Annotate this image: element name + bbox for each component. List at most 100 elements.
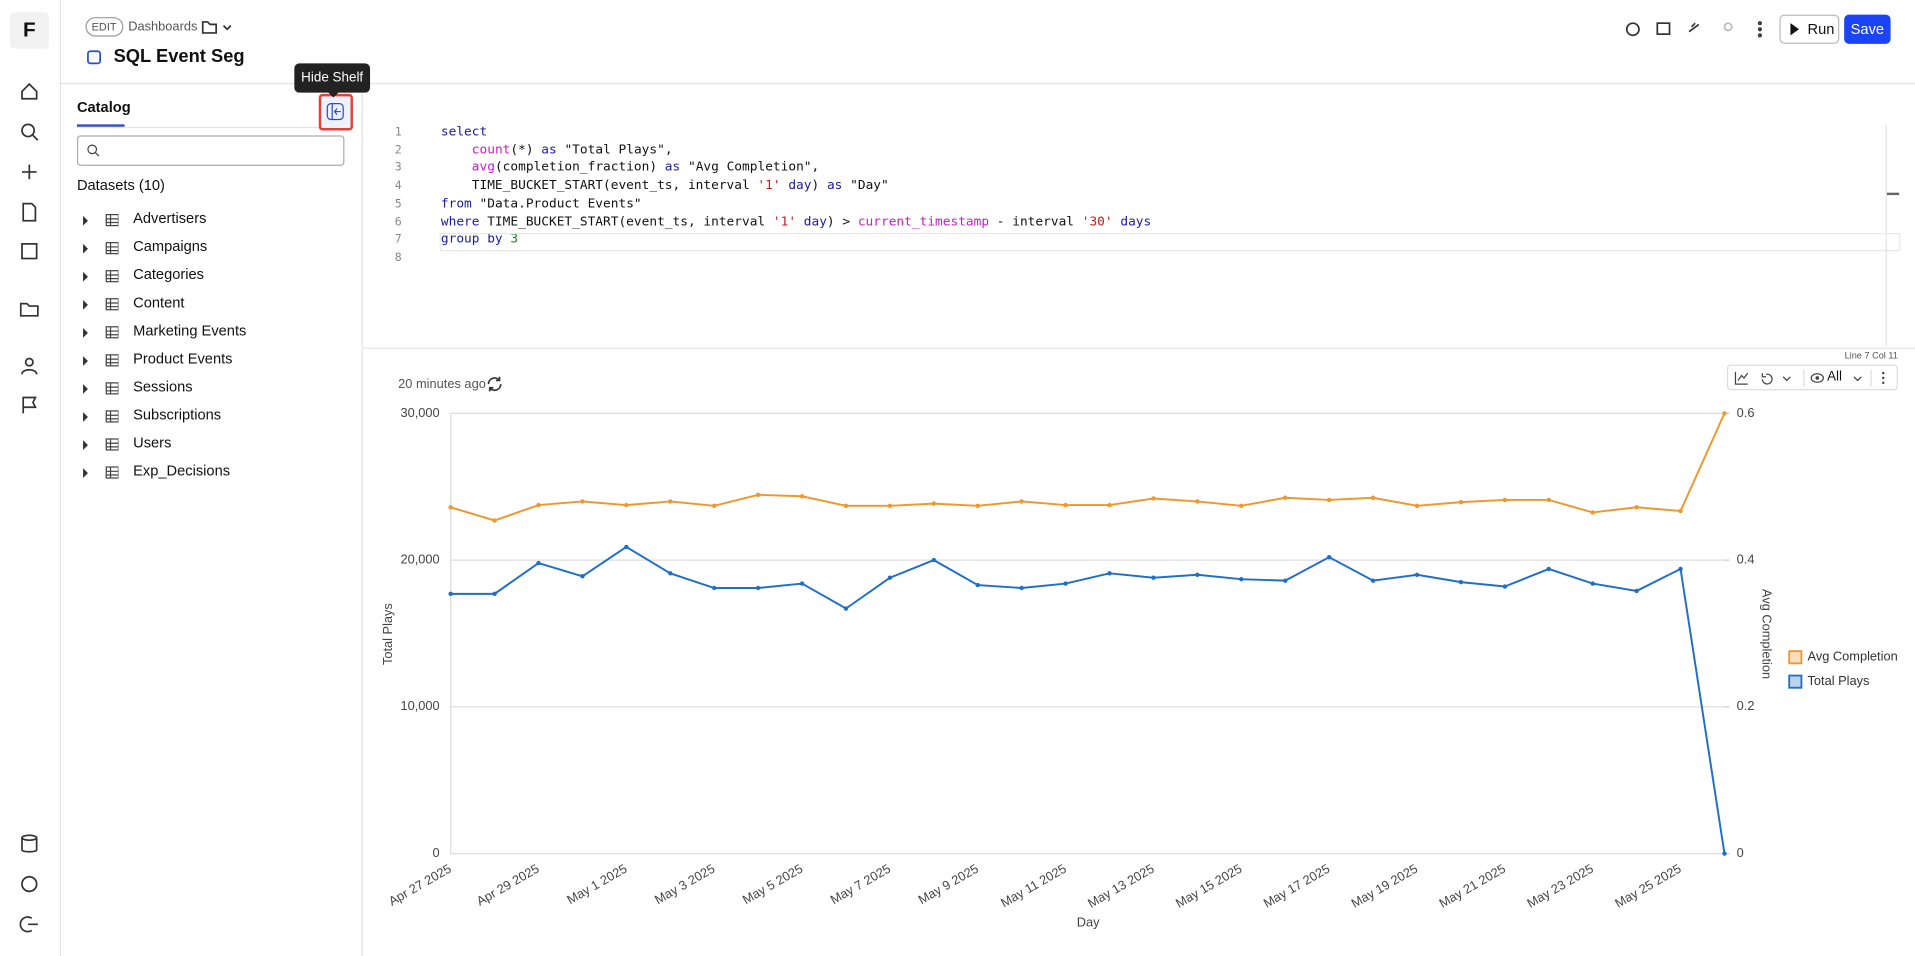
shelf-divider <box>361 82 363 956</box>
series-line <box>450 545 1726 854</box>
data-point <box>1326 497 1332 503</box>
y-tick-label: 30,000 <box>400 405 439 420</box>
logout-icon[interactable] <box>19 915 40 935</box>
y2-tick-label: 0.2 <box>1737 698 1755 713</box>
line-number: 2 <box>394 143 402 157</box>
x-tick-label: Apr 29 2025 <box>474 861 542 909</box>
toolbar-icons <box>1734 369 1805 387</box>
code-token: from <box>440 196 472 211</box>
code-token: ) > <box>826 214 858 229</box>
chart-toolbar[interactable]: All <box>1726 364 1898 391</box>
x-tick-label: May 7 2025 <box>828 861 893 907</box>
tab-divider <box>76 126 345 129</box>
user-icon[interactable] <box>20 356 40 376</box>
data-point <box>624 502 629 508</box>
tooltip-arrow <box>327 91 340 98</box>
dataset-row[interactable]: Campaigns <box>76 237 345 259</box>
data-point <box>843 503 849 509</box>
data-point <box>931 557 937 563</box>
data-point <box>1502 497 1508 503</box>
edit-badge: EDIT <box>85 17 123 37</box>
data-point <box>755 585 761 591</box>
datasets-heading: Datasets (10) <box>76 176 165 194</box>
data-point <box>799 494 805 499</box>
logo[interactable]: F <box>9 12 49 49</box>
search-box[interactable] <box>76 135 345 166</box>
dataset-row[interactable]: Users <box>76 433 345 455</box>
x-tick-label: May 15 2025 <box>1173 861 1245 911</box>
board-icon[interactable] <box>20 241 40 261</box>
row-icons <box>83 438 119 451</box>
catalog-tab[interactable]: Catalog <box>76 98 131 116</box>
row-icons <box>83 214 119 227</box>
flag-icon[interactable] <box>20 395 40 415</box>
dataset-row[interactable]: Advertisers <box>76 209 345 231</box>
dataset-row[interactable]: Sessions <box>76 377 345 399</box>
dataset-row[interactable]: Product Events <box>76 349 345 371</box>
series-line <box>450 412 1726 522</box>
data-point <box>536 502 541 508</box>
folder-menu[interactable] <box>201 17 236 37</box>
dataset-name: Exp_Decisions <box>133 462 231 480</box>
add-icon[interactable] <box>20 162 40 182</box>
code-token: "Day" <box>842 178 889 193</box>
data-point <box>1283 578 1288 583</box>
run-label: Run <box>1807 20 1835 38</box>
x-tick-label: May 1 2025 <box>564 861 629 907</box>
dataset-row[interactable]: Marketing Events <box>76 321 345 343</box>
data-point <box>1063 581 1068 586</box>
db-icon[interactable] <box>20 834 40 854</box>
data-point <box>448 591 453 597</box>
help-icon[interactable] <box>20 874 40 894</box>
page-title: SQL Event Seg <box>113 46 245 68</box>
line-number: 6 <box>394 215 402 229</box>
code-token: (*) <box>510 142 542 157</box>
folder-icon[interactable] <box>19 299 40 319</box>
data-point <box>1063 502 1068 508</box>
data-point <box>624 544 629 550</box>
dataset-row[interactable]: Exp_Decisions <box>76 461 345 483</box>
doc-icon[interactable] <box>20 202 40 222</box>
view-filter: All <box>1827 369 1843 385</box>
code-token: '1' <box>772 214 797 229</box>
dataset-name: Sessions <box>133 378 193 396</box>
dataset-row[interactable]: Subscriptions <box>76 405 345 427</box>
search-icon[interactable] <box>20 122 40 142</box>
dataset-name: Advertisers <box>133 209 207 227</box>
home-icon[interactable] <box>20 82 40 102</box>
x-tick-label: May 19 2025 <box>1349 861 1421 911</box>
row-icons <box>83 326 119 339</box>
header-icons[interactable] <box>1624 21 1771 41</box>
refresh-icon[interactable] <box>486 376 503 393</box>
code-line: count(*) as "Total Plays", <box>441 142 673 157</box>
breadcrumb[interactable]: Dashboards <box>128 19 198 35</box>
data-point <box>712 503 717 509</box>
code-line: select <box>441 124 487 139</box>
legend-swatch <box>1788 674 1803 689</box>
line-number: 8 <box>394 251 402 265</box>
dataset-row[interactable]: Content <box>76 293 345 315</box>
code-token: "Total Plays", <box>556 142 673 157</box>
data-point <box>1414 503 1420 509</box>
x-tick-label: May 21 2025 <box>1436 861 1508 911</box>
x-tick-label: May 17 2025 <box>1261 861 1333 911</box>
data-point <box>843 606 849 611</box>
hide-shelf-button[interactable] <box>318 93 353 131</box>
data-point <box>1370 495 1376 500</box>
data-point <box>1151 496 1156 501</box>
data-point <box>1634 588 1639 594</box>
row-icons <box>83 410 119 423</box>
data-point <box>1458 579 1464 585</box>
save-button[interactable]: Save <box>1844 14 1891 44</box>
data-point <box>1502 584 1508 589</box>
nav-rail <box>0 0 62 956</box>
data-point <box>668 499 673 504</box>
run-button[interactable]: Run <box>1779 14 1840 44</box>
data-point <box>931 501 937 506</box>
dataset-row[interactable]: Categories <box>76 265 345 287</box>
dataset-name: Product Events <box>133 349 233 368</box>
code-token: "Avg Completion", <box>680 160 820 175</box>
data-point <box>448 505 453 510</box>
code-token: as <box>664 160 681 175</box>
